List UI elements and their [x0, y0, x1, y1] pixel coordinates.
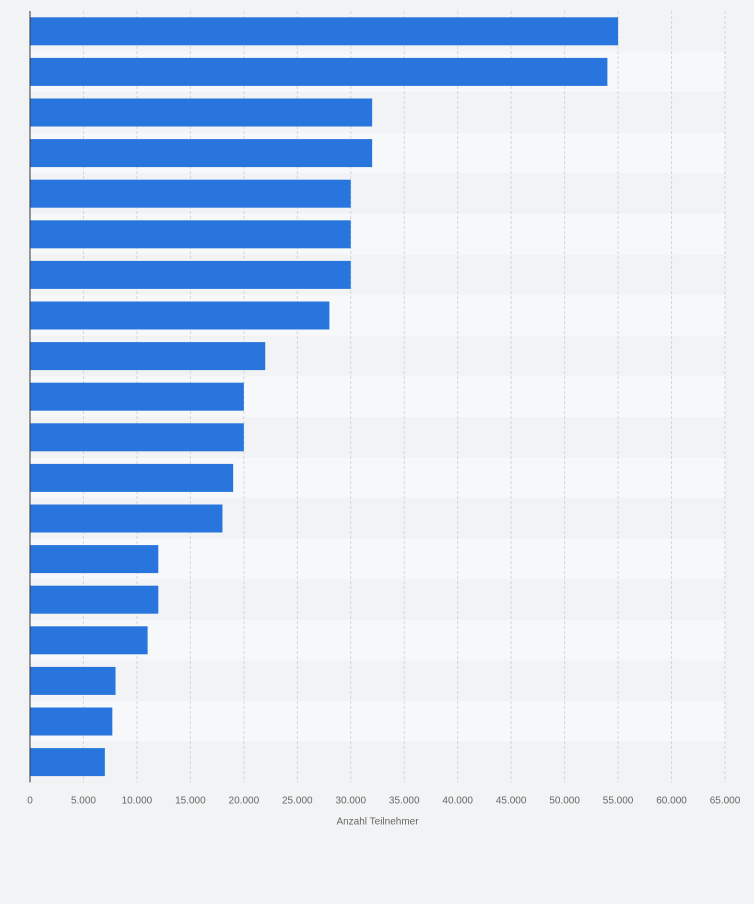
row-band: [30, 660, 725, 702]
x-tick-label: 0: [27, 795, 33, 806]
x-tick-label: 35.000: [389, 795, 420, 806]
bar[interactable]: [30, 504, 223, 533]
bar[interactable]: [30, 139, 373, 168]
bar[interactable]: [30, 220, 351, 249]
row-band: [30, 701, 725, 742]
x-tick-label: 45.000: [496, 795, 527, 806]
bar[interactable]: [30, 382, 244, 411]
bar[interactable]: [30, 707, 113, 736]
x-tick-label: 55.000: [603, 795, 634, 806]
bar[interactable]: [30, 666, 116, 695]
bar[interactable]: [30, 626, 148, 655]
bar[interactable]: [30, 545, 159, 574]
x-tick-label: 65.000: [710, 795, 741, 806]
bars: [30, 17, 619, 777]
bar[interactable]: [30, 423, 244, 452]
bar[interactable]: [30, 301, 330, 330]
bar[interactable]: [30, 179, 351, 208]
bar[interactable]: [30, 17, 619, 46]
bar[interactable]: [30, 748, 105, 777]
x-tick-label: 25.000: [282, 795, 313, 806]
bar[interactable]: [30, 342, 266, 371]
x-tick-label: 10.000: [122, 795, 153, 806]
x-tick-label: 5.000: [71, 795, 96, 806]
x-tick-label: 40.000: [442, 795, 473, 806]
x-tick-label: 20.000: [229, 795, 260, 806]
x-tick-label: 60.000: [656, 795, 687, 806]
bar[interactable]: [30, 585, 159, 614]
bar[interactable]: [30, 57, 608, 86]
x-tick-label: 15.000: [175, 795, 206, 806]
x-tick-labels: 0 5.000 10.000 15.000 20.000 25.000 30.000 35.0…: [27, 795, 741, 806]
bar[interactable]: [30, 98, 373, 127]
row-band: [30, 741, 725, 783]
x-tick-label: 30.000: [335, 795, 366, 806]
x-axis-label: Anzahl Teilnehmer: [336, 816, 419, 827]
x-tick-label: 50.000: [549, 795, 580, 806]
bar[interactable]: [30, 260, 351, 289]
bar[interactable]: [30, 463, 234, 492]
